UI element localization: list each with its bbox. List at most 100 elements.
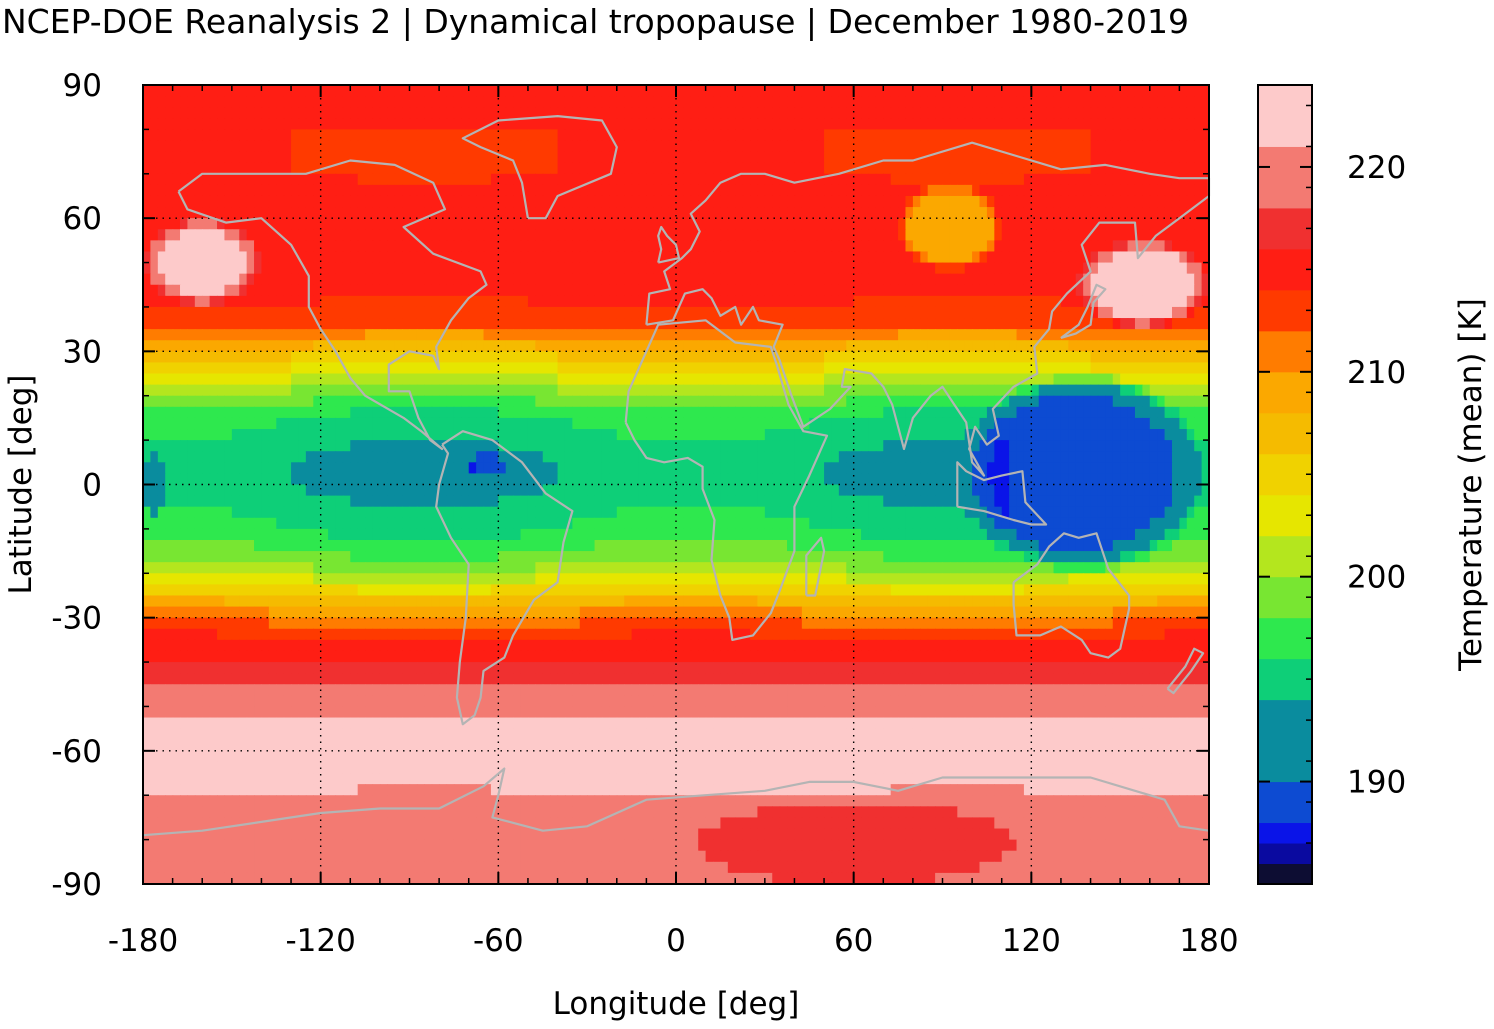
heatmap-cell: [239, 406, 248, 419]
heatmap-cell: [357, 362, 366, 375]
heatmap-cell: [986, 318, 995, 330]
heatmap-cell: [416, 96, 425, 108]
heatmap-cell: [453, 262, 462, 275]
heatmap-cell: [527, 107, 536, 119]
heatmap-cell: [224, 173, 233, 186]
heatmap-cell: [1112, 195, 1121, 208]
heatmap-cell: [883, 451, 892, 463]
heatmap-cell: [157, 451, 166, 463]
heatmap-cell: [187, 118, 196, 130]
heatmap-cell: [1127, 451, 1136, 463]
heatmap-cell: [787, 406, 796, 419]
heatmap-cell: [387, 162, 396, 175]
heatmap-cell: [350, 96, 359, 108]
heatmap-cell: [631, 107, 640, 119]
heatmap-cell: [379, 195, 388, 208]
heatmap-cell: [794, 395, 803, 408]
heatmap-cell: [313, 417, 322, 430]
heatmap-cell: [150, 429, 159, 441]
heatmap-cell: [1068, 340, 1077, 352]
heatmap-cell: [1046, 395, 1055, 408]
heatmap-cell: [1009, 295, 1018, 308]
heatmap-cell: [254, 395, 263, 408]
heatmap-cell: [1046, 340, 1055, 352]
heatmap-cell: [986, 184, 995, 197]
heatmap-cell: [972, 251, 981, 264]
heatmap-cell: [268, 240, 277, 253]
heatmap-cell: [1090, 384, 1099, 397]
heatmap-cell: [986, 207, 995, 219]
heatmap-cell: [564, 351, 573, 364]
heatmap-cell: [1149, 284, 1158, 297]
heatmap-cell: [720, 362, 729, 375]
heatmap-cell: [313, 340, 322, 352]
heatmap-cell: [935, 429, 944, 441]
heatmap-cell: [520, 451, 529, 463]
heatmap-cell: [594, 462, 603, 475]
heatmap-cell: [490, 140, 499, 153]
heatmap-cell: [483, 85, 492, 97]
heatmap-cell: [387, 107, 396, 119]
heatmap-cell: [1038, 373, 1047, 386]
heatmap-cell: [224, 96, 233, 108]
heatmap-cell: [1186, 284, 1195, 297]
heatmap-cell: [431, 140, 440, 153]
heatmap-cell: [861, 184, 870, 197]
heatmap-cell: [653, 162, 662, 175]
heatmap-cell: [402, 151, 411, 164]
heatmap-cell: [165, 118, 174, 130]
heatmap-cell: [1038, 351, 1047, 364]
heatmap-cell: [698, 440, 707, 452]
heatmap-cell: [801, 184, 810, 197]
heatmap-cell: [898, 118, 907, 130]
heatmap-cell: [572, 306, 581, 319]
heatmap-cell: [690, 340, 699, 352]
heatmap-cell: [424, 362, 433, 375]
heatmap-cell: [690, 462, 699, 475]
heatmap-cell: [150, 96, 159, 108]
heatmap-cell: [1171, 207, 1180, 219]
heatmap-cell: [542, 273, 551, 286]
heatmap-cell: [202, 318, 211, 330]
heatmap-cell: [453, 462, 462, 475]
heatmap-cell: [698, 306, 707, 319]
heatmap-cell: [972, 406, 981, 419]
heatmap-cell: [787, 251, 796, 264]
heatmap-cell: [868, 129, 877, 142]
heatmap-cell: [1127, 118, 1136, 130]
heatmap-cell: [424, 295, 433, 308]
heatmap-cell: [224, 218, 233, 230]
heatmap-cell: [831, 262, 840, 275]
heatmap-cell: [564, 373, 573, 386]
heatmap-cell: [261, 85, 270, 97]
heatmap-cell: [824, 373, 833, 386]
heatmap-cell: [824, 173, 833, 186]
heatmap-cell: [1060, 340, 1069, 352]
heatmap-cell: [246, 417, 255, 430]
heatmap-cell: [143, 284, 151, 297]
heatmap-cell: [883, 184, 892, 197]
heatmap-cell: [698, 107, 707, 119]
heatmap-cell: [942, 318, 951, 330]
heatmap-cell: [646, 362, 655, 375]
heatmap-cell: [1068, 184, 1077, 197]
heatmap-cell: [1105, 229, 1114, 241]
heatmap-cell: [513, 151, 522, 164]
heatmap-cell: [1164, 429, 1173, 441]
heatmap-cell: [1164, 440, 1173, 452]
heatmap-cell: [357, 173, 366, 186]
heatmap-cell: [594, 195, 603, 208]
heatmap-cell: [742, 295, 751, 308]
heatmap-cell: [868, 406, 877, 419]
heatmap-cell: [1157, 184, 1166, 197]
heatmap-cell: [476, 173, 485, 186]
heatmap-cell: [742, 85, 751, 97]
heatmap-cell: [668, 295, 677, 308]
heatmap-cell: [1134, 429, 1143, 441]
heatmap-cell: [587, 384, 596, 397]
heatmap-cell: [157, 107, 166, 119]
heatmap-cell: [646, 229, 655, 241]
heatmap-cell: [964, 184, 973, 197]
heatmap-cell: [1046, 362, 1055, 375]
heatmap-cell: [646, 440, 655, 452]
